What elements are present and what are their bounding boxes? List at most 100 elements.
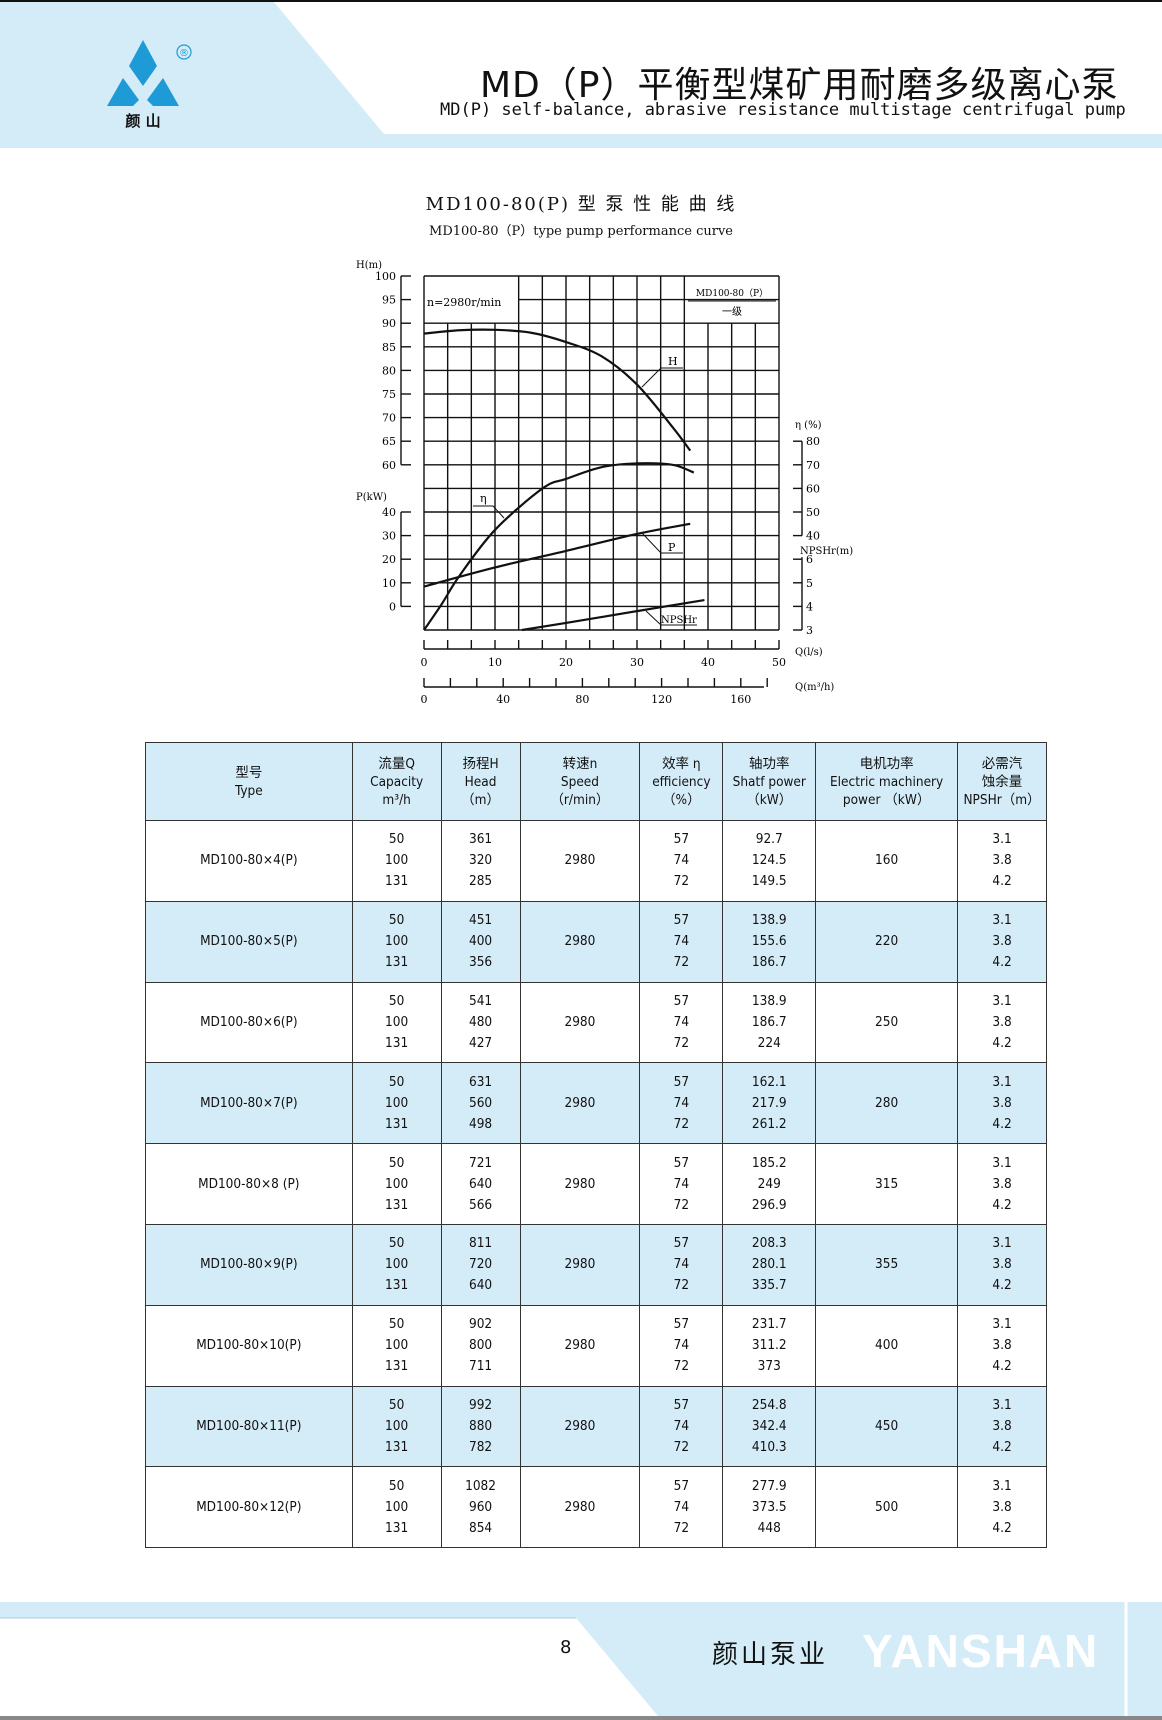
cell-value: 720 [468,1256,493,1273]
cell-n: 2980 [519,1223,641,1306]
cell-n: 2980 [519,1385,641,1468]
cell-value: 3.8 [992,1094,1012,1111]
logo-text: 颜 山 [125,112,160,130]
tick-label-npshr: 4 [806,600,813,613]
cell-value: 50 [388,912,405,929]
cell-value: 50 [388,1316,405,1333]
column-header: 流量Q Capacity m³/h [351,742,442,821]
cell-value: 373 [757,1358,781,1375]
column-header-line: 转速n [562,755,598,772]
cell-value: 100 [385,1094,409,1111]
registered-mark: ® [179,48,189,59]
cell-shaft: 162.1 217.9 261.2 [722,1062,817,1145]
tick-label-npshr: 5 [806,577,813,590]
tick-label-h: 90 [382,317,396,330]
cell-value: 427 [468,1034,493,1051]
cell-value: 72 [673,1358,690,1375]
column-header-line: Capacity [370,773,424,790]
cell-value: 100 [385,933,409,950]
cell-value: 902 [468,1316,493,1333]
cell-n: 2980 [519,900,641,983]
cell-npshr: 3.1 3.8 4.2 [957,981,1047,1064]
column-header: 效率 η efficiency （%） [639,742,724,821]
cell-motor: 500 [815,1466,959,1549]
performance-table: 型号 Type 流量Q Capacity m³/h 扬程H Head （m） 转速n Speed （… [145,742,1047,1549]
cell-motor: 355 [815,1223,959,1306]
cell-value: 131 [385,1034,409,1051]
brand-name-cn: 颜山泵业 [712,1640,829,1670]
column-header-line: Type [235,782,263,799]
cell-eff: 57 74 72 [639,981,724,1064]
cell-value: 541 [468,992,493,1009]
cell-value: 231.7 [751,1316,787,1333]
cell-shaft: 208.3 280.1 335.7 [722,1223,817,1306]
cell-type: MD100-80×6(P) [145,981,353,1064]
column-header-line: Head [464,773,497,790]
tick-label-npshr: 6 [806,553,813,566]
table-row: MD100-80×7(P) 50 100 131 631 560 498 2980 57 74 72… [145,1062,1047,1145]
cell-value: 4.2 [992,1277,1012,1294]
tick-label-h: 85 [382,341,396,354]
cell-motor: 250 [815,981,959,1064]
column-header-line: （m） [461,791,500,808]
cell-n: 2980 [519,1143,641,1225]
cell-value: 277.9 [751,1477,787,1494]
cell-value: 498 [468,1115,493,1132]
cell-type: MD100-80×4(P) [145,820,353,902]
cell-n: 2980 [519,1062,641,1145]
cell-value: 50 [388,831,405,848]
column-header: 轴功率 Shatf power （kW） [722,742,817,821]
column-header-line: 蚀余量 [981,773,1023,790]
cell-value: 721 [468,1154,493,1171]
cell-value: 4.2 [992,1519,1012,1536]
chart-title: MD100-80(P) 型 泵 性 能 曲 线 [425,194,737,215]
cell-h: 992 880 782 [440,1385,521,1468]
cell-h: 541 480 427 [440,981,521,1064]
tick-label-q-m3h: 80 [575,693,589,706]
cell-shaft: 185.2 249 296.9 [722,1143,817,1225]
column-header-line: 轴功率 [749,755,790,772]
cell-value: 224 [757,1034,781,1051]
tick-label-q-m3h: 0 [421,693,428,706]
tick-label-q-ls: 30 [630,656,644,669]
cell-shaft: 138.9 186.7 224 [722,981,817,1064]
table-row: MD100-80×5(P) 50 100 131 451 400 356 2980 57 74 72… [145,900,1047,983]
cell-value: 57 [673,1477,690,1494]
cell-value: 72 [673,1438,690,1455]
cell-eff: 57 74 72 [639,1223,724,1306]
footer-background [0,1602,1162,1720]
cell-value: 72 [673,1196,690,1213]
table-row: MD100-80×12(P) 50 100 131 1082 960 854 2980 57 74… [145,1466,1047,1549]
column-header-line: power （kW） [842,791,931,808]
cell-value: 3.8 [992,1498,1012,1515]
column-header: 扬程H Head （m） [440,742,521,821]
cell-value: 57 [673,912,690,929]
cell-value: 100 [385,1256,409,1273]
cell-value: 186.7 [751,954,787,971]
column-header-line: 效率 η [662,755,701,772]
curve-label-npshr: NPSHr [661,615,697,626]
legend-stage: 一级 [722,306,742,318]
tick-label-eta: 40 [806,530,820,543]
column-header-line: NPSHr（m） [963,791,1041,808]
tick-label-eta: 60 [806,482,820,495]
cell-npshr: 3.1 3.8 4.2 [957,1223,1047,1306]
cell-h: 451 400 356 [440,900,521,983]
tick-label-q-ls: 10 [488,656,502,669]
cell-value: 74 [673,1337,690,1354]
cell-npshr: 3.1 3.8 4.2 [957,820,1047,902]
cell-n: 2980 [519,820,641,902]
cell-value: 3.8 [992,1337,1012,1354]
legend-model: MD100-80（P） [696,288,768,299]
cell-type: MD100-80×7(P) [145,1062,353,1145]
cell-eff: 57 74 72 [639,1466,724,1549]
tick-label-h: 60 [382,459,396,472]
cell-value: 4.2 [992,1034,1012,1051]
cell-value: 811 [468,1235,493,1252]
cell-value: 124.5 [751,852,787,869]
cell-value: 249 [757,1175,781,1192]
cell-value: 74 [673,1094,690,1111]
column-header-line: m³/h [382,791,411,808]
tick-label-h: 75 [382,388,396,401]
column-header-line: 流量Q [378,755,415,772]
